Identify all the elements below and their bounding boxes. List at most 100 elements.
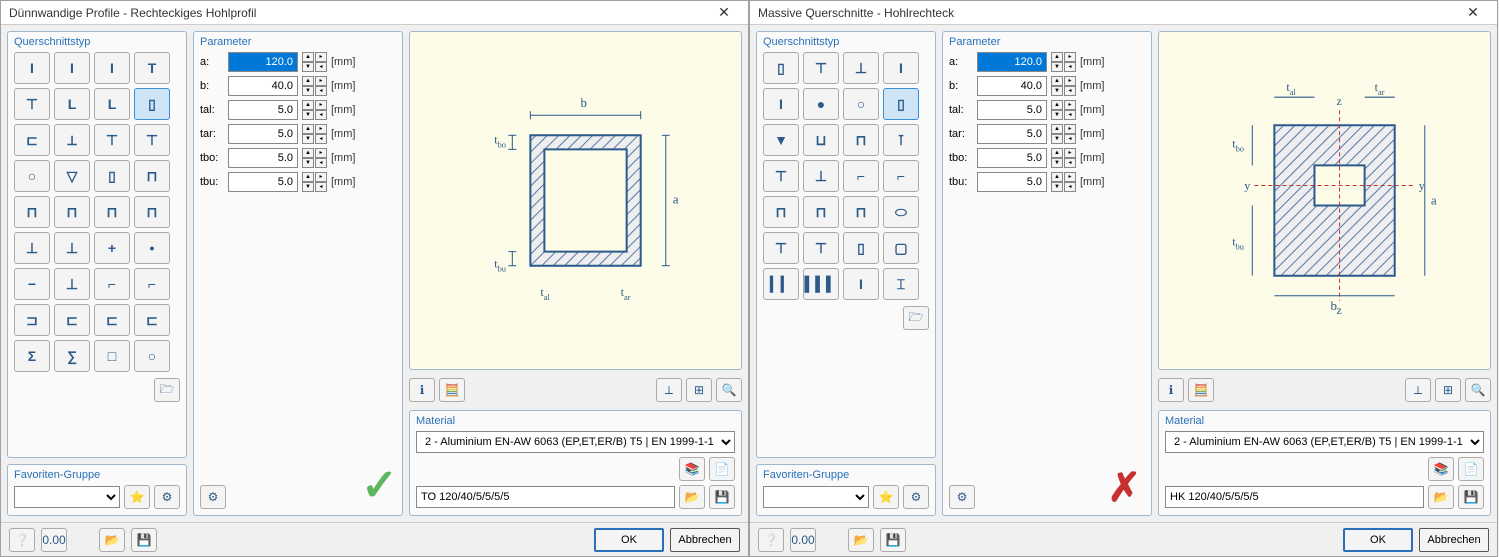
param-input[interactable] xyxy=(228,172,298,192)
spin-up-icon[interactable]: ▲ xyxy=(302,124,314,134)
step-down-icon[interactable]: ◂ xyxy=(1064,182,1076,192)
step-up-icon[interactable]: ▸ xyxy=(1064,100,1076,110)
spin-down-icon[interactable]: ▼ xyxy=(302,62,314,72)
profile-button[interactable]: ⊥ xyxy=(14,232,50,264)
cancel-button[interactable]: Abbrechen xyxy=(670,528,740,552)
profile-button[interactable]: ⊥ xyxy=(803,160,839,192)
profile-button[interactable]: □ xyxy=(94,340,130,372)
add-favorite-icon[interactable]: ⭐ xyxy=(873,485,899,509)
profile-button[interactable]: − xyxy=(14,268,50,300)
profile-button[interactable]: ⊏ xyxy=(94,304,130,336)
step-down-icon[interactable]: ◂ xyxy=(1064,110,1076,120)
import-icon[interactable]: 📂 xyxy=(99,528,125,552)
spin-up-icon[interactable]: ▲ xyxy=(302,52,314,62)
spin-up-icon[interactable]: ▲ xyxy=(1051,52,1063,62)
profile-button[interactable]: ⌐ xyxy=(843,160,879,192)
spin-up-icon[interactable]: ▲ xyxy=(302,76,314,86)
spin-down-icon[interactable]: ▼ xyxy=(1051,62,1063,72)
profile-button[interactable]: ⊤ xyxy=(763,232,799,264)
values-icon[interactable]: ⊞ xyxy=(686,378,712,402)
axis-icon[interactable]: ⟂ xyxy=(656,378,682,402)
param-input[interactable] xyxy=(228,52,298,72)
profile-button[interactable]: ⌐ xyxy=(94,268,130,300)
step-up-icon[interactable]: ▸ xyxy=(315,172,327,182)
profile-button[interactable]: ⊤ xyxy=(134,124,170,156)
step-up-icon[interactable]: ▸ xyxy=(1064,148,1076,158)
stress-icon[interactable]: 🧮 xyxy=(1188,378,1214,402)
section-name-input[interactable] xyxy=(1165,486,1424,508)
favorites-select[interactable] xyxy=(763,486,869,508)
profile-button[interactable]: ∑ xyxy=(54,340,90,372)
profile-button[interactable]: ▎▎ xyxy=(763,268,799,300)
param-input[interactable] xyxy=(977,52,1047,72)
spin-up-icon[interactable]: ▲ xyxy=(1051,76,1063,86)
param-input[interactable] xyxy=(228,124,298,144)
material-library-icon[interactable]: 📚 xyxy=(679,457,705,481)
material-new-icon[interactable]: 📄 xyxy=(709,457,735,481)
profile-button[interactable]: ⊓ xyxy=(94,196,130,228)
units-icon[interactable]: 0.00 xyxy=(790,528,816,552)
profile-button[interactable]: ⊓ xyxy=(843,124,879,156)
profile-button[interactable]: Σ xyxy=(14,340,50,372)
step-down-icon[interactable]: ◂ xyxy=(1064,134,1076,144)
profile-button[interactable]: ● xyxy=(803,88,839,120)
profile-button[interactable]: ⊤ xyxy=(803,52,839,84)
cancel-button[interactable]: Abbrechen xyxy=(1419,528,1489,552)
step-up-icon[interactable]: ▸ xyxy=(315,52,327,62)
profile-button[interactable]: • xyxy=(134,232,170,264)
profile-button[interactable]: ⊥ xyxy=(843,52,879,84)
profile-button[interactable]: ⊐ xyxy=(14,304,50,336)
favorites-select[interactable] xyxy=(14,486,120,508)
profile-button[interactable]: ▍▍▍ xyxy=(803,268,839,300)
profile-button[interactable]: I xyxy=(843,268,879,300)
step-up-icon[interactable]: ▸ xyxy=(315,148,327,158)
manage-favorites-icon[interactable]: ⚙ xyxy=(154,485,180,509)
param-input[interactable] xyxy=(977,148,1047,168)
profile-button[interactable]: ⌶ xyxy=(883,268,919,300)
material-select[interactable]: 2 - Aluminium EN-AW 6063 (EP,ET,ER/B) T5… xyxy=(1165,431,1484,453)
profile-button[interactable]: ▯ xyxy=(94,160,130,192)
profile-button[interactable]: ⊓ xyxy=(54,196,90,228)
spin-down-icon[interactable]: ▼ xyxy=(302,134,314,144)
param-settings-icon[interactable]: ⚙ xyxy=(949,485,975,509)
step-down-icon[interactable]: ◂ xyxy=(1064,158,1076,168)
profile-button[interactable]: T xyxy=(134,52,170,84)
profile-button[interactable]: ⊏ xyxy=(54,304,90,336)
profile-button[interactable]: ⊺ xyxy=(883,124,919,156)
spin-up-icon[interactable]: ▲ xyxy=(302,148,314,158)
param-input[interactable] xyxy=(977,100,1047,120)
profile-button[interactable]: ▼ xyxy=(763,124,799,156)
spin-up-icon[interactable]: ▲ xyxy=(1051,148,1063,158)
spin-down-icon[interactable]: ▼ xyxy=(1051,182,1063,192)
close-icon[interactable]: ✕ xyxy=(1453,3,1493,23)
profile-button[interactable]: ⟂ xyxy=(54,124,90,156)
axis-icon[interactable]: ⟂ xyxy=(1405,378,1431,402)
zoom-icon[interactable]: 🔍 xyxy=(716,378,742,402)
export-icon[interactable]: 💾 xyxy=(880,528,906,552)
step-down-icon[interactable]: ◂ xyxy=(315,62,327,72)
profile-button[interactable]: ▯ xyxy=(134,88,170,120)
step-down-icon[interactable]: ◂ xyxy=(315,158,327,168)
step-down-icon[interactable]: ◂ xyxy=(315,182,327,192)
open-icon[interactable]: 📂 xyxy=(1428,485,1454,509)
spin-down-icon[interactable]: ▼ xyxy=(302,110,314,120)
step-down-icon[interactable]: ◂ xyxy=(1064,86,1076,96)
spin-down-icon[interactable]: ▼ xyxy=(302,86,314,96)
profile-button[interactable]: I xyxy=(54,52,90,84)
help-icon[interactable]: ❔ xyxy=(9,528,35,552)
info-icon[interactable]: ℹ xyxy=(409,378,435,402)
open-icon[interactable]: 📂 xyxy=(679,485,705,509)
step-up-icon[interactable]: ▸ xyxy=(1064,52,1076,62)
material-new-icon[interactable]: 📄 xyxy=(1458,457,1484,481)
stress-icon[interactable]: 🧮 xyxy=(439,378,465,402)
step-up-icon[interactable]: ▸ xyxy=(1064,76,1076,86)
profile-button[interactable]: ⊓ xyxy=(14,196,50,228)
profile-button[interactable]: ⊓ xyxy=(134,196,170,228)
section-name-input[interactable] xyxy=(416,486,675,508)
spin-up-icon[interactable]: ▲ xyxy=(1051,124,1063,134)
step-up-icon[interactable]: ▸ xyxy=(315,76,327,86)
save-icon[interactable]: 💾 xyxy=(709,485,735,509)
profile-library-icon[interactable]: 🗁 xyxy=(154,378,180,402)
material-select[interactable]: 2 - Aluminium EN-AW 6063 (EP,ET,ER/B) T5… xyxy=(416,431,735,453)
profile-button[interactable]: L xyxy=(54,88,90,120)
